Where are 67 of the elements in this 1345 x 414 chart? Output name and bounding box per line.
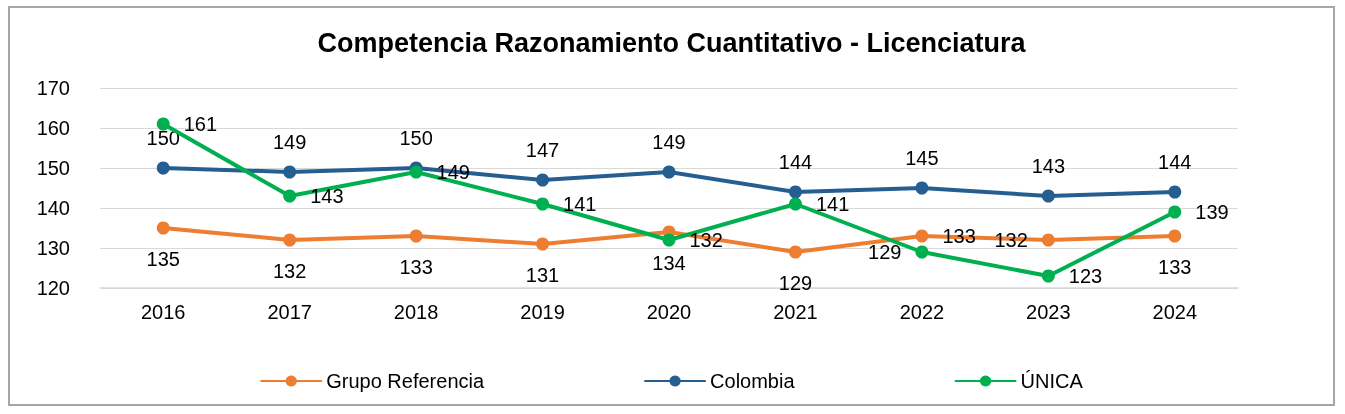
point (536, 197, 550, 211)
point (536, 237, 550, 251)
point (915, 245, 929, 259)
point (915, 181, 929, 195)
data-label: 135 (146, 247, 180, 270)
data-label: 129 (868, 241, 902, 263)
point (1168, 229, 1182, 243)
point (536, 173, 550, 187)
y-tick-label: 130 (36, 237, 70, 259)
data-label: 145 (905, 146, 939, 169)
point (1041, 269, 1055, 283)
data-label: 133 (1158, 255, 1192, 278)
point (283, 189, 297, 203)
point (662, 233, 676, 247)
data-label: 161 (183, 113, 218, 135)
data-label: 149 (652, 130, 686, 153)
y-tick-label: 160 (36, 117, 70, 139)
data-label: 141 (815, 193, 850, 215)
x-tick-label: 2017 (267, 301, 312, 323)
y-tick-label: 170 (36, 77, 70, 99)
x-tick-label: 2022 (899, 301, 945, 323)
x-tick-label: 2020 (646, 301, 692, 323)
legend-label: Colombia (710, 370, 796, 392)
data-label: 147 (525, 138, 560, 161)
x-tick-label: 2018 (393, 301, 439, 323)
x-tick-label: 2023 (1026, 301, 1071, 323)
y-tick-label: 120 (36, 277, 70, 299)
point (1041, 233, 1055, 247)
point (1168, 185, 1182, 199)
point (915, 229, 929, 243)
point (283, 233, 297, 247)
point (788, 245, 802, 259)
data-label: 141 (563, 193, 597, 215)
data-label: 143 (310, 185, 344, 207)
legend-label: Grupo Referencia (326, 370, 485, 392)
data-label: 123 (1068, 265, 1103, 287)
data-label: 144 (778, 150, 813, 173)
data-label: 150 (146, 126, 180, 149)
data-label: 133 (399, 255, 433, 278)
data-label: 150 (399, 126, 433, 149)
legend-label: ÚNICA (1020, 370, 1084, 392)
data-label: 149 (272, 130, 307, 153)
point (409, 165, 423, 179)
point (283, 165, 297, 179)
point (1168, 205, 1182, 219)
chart-title: Competencia Razonamiento Cuantitativo - Licenciatura (317, 27, 1027, 58)
x-tick-label: 2016 (140, 301, 186, 323)
point (156, 117, 170, 131)
point (788, 197, 802, 211)
point (788, 185, 802, 199)
point (662, 165, 676, 179)
data-label: 139 (1195, 201, 1229, 223)
data-label: 131 (525, 263, 560, 286)
point (409, 229, 423, 243)
data-label: 129 (778, 271, 813, 294)
point (1041, 189, 1055, 203)
data-label: 134 (652, 251, 686, 274)
y-tick-label: 140 (36, 197, 70, 219)
point (156, 161, 170, 175)
data-label: 143 (1031, 154, 1066, 177)
y-tick-label: 150 (36, 157, 70, 179)
data-label: 144 (1158, 150, 1192, 173)
x-tick-label: 2021 (773, 301, 818, 323)
data-label: 132 (272, 259, 307, 282)
x-tick-label: 2019 (520, 301, 565, 323)
x-tick-label: 2024 (1152, 301, 1198, 323)
point (156, 221, 170, 235)
